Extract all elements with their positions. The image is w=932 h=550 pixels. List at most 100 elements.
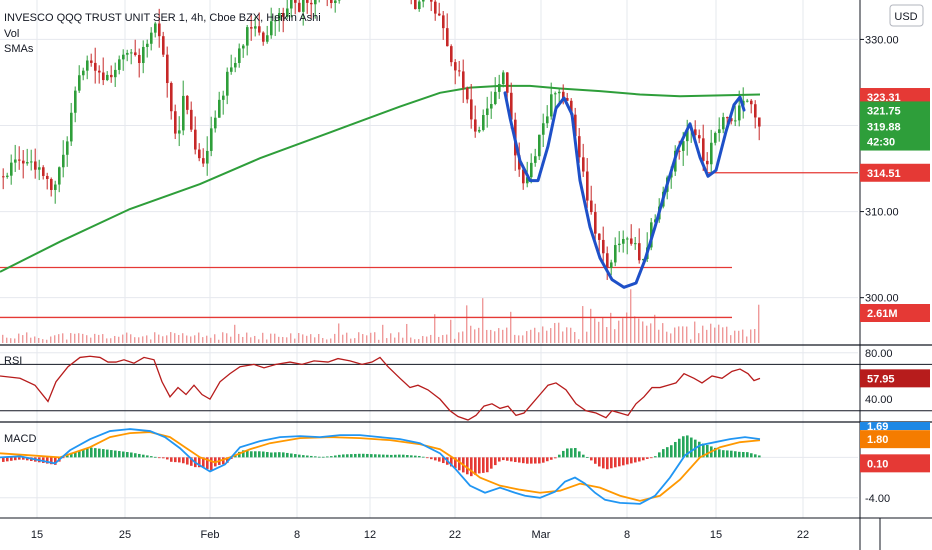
candle-body — [334, 0, 337, 4]
volume-bar — [714, 327, 716, 343]
volume-bar — [446, 334, 448, 343]
macd-hist-bar — [94, 448, 97, 458]
volume-bar — [214, 334, 216, 343]
candle-body — [66, 141, 69, 155]
candle-body — [166, 54, 169, 84]
rsi-line — [0, 355, 761, 421]
pattern-drawing[interactable] — [503, 91, 746, 289]
volume-bar — [426, 336, 428, 343]
macd-hist-bar — [22, 457, 25, 460]
macd-hist-bar — [342, 454, 345, 458]
horizontal-levels[interactable] — [0, 172, 858, 319]
volume-bar — [722, 327, 724, 343]
macd-hist-bar — [690, 437, 693, 458]
macd-hist-bar — [66, 455, 69, 458]
candle-body — [126, 52, 129, 55]
volume-bar — [326, 339, 328, 343]
time-axis[interactable]: 15 25 Feb 8 12 22 Mar 8 15 22 — [31, 529, 809, 541]
volume-bar — [90, 337, 92, 343]
candle-body — [294, 0, 297, 3]
macd-hist-bar — [406, 455, 409, 458]
candle-body — [246, 27, 249, 46]
macd-hist-bar — [646, 457, 649, 459]
volume-bar — [110, 338, 112, 343]
candle-body — [306, 0, 309, 3]
candle-body — [90, 60, 93, 63]
volume-bar — [286, 337, 288, 343]
volume-bar — [230, 336, 232, 343]
macd-hist-bar — [614, 457, 617, 468]
volume-bar — [246, 332, 248, 343]
volume-bar — [18, 333, 20, 343]
sma-line[interactable] — [0, 84, 761, 273]
badge-volume-text: 2.61M — [867, 308, 898, 320]
macd-hist-bar — [546, 457, 549, 462]
candle-body — [710, 142, 713, 165]
macd-label[interactable]: MACD — [4, 433, 36, 445]
candle-body — [622, 238, 625, 244]
candle-body — [254, 26, 257, 29]
candle-body — [6, 175, 9, 177]
volume-bar — [546, 330, 548, 343]
macd-hist-bar — [26, 457, 29, 461]
smas-label[interactable]: SMAs — [4, 43, 34, 55]
volume-bar — [270, 333, 272, 343]
price-tick-label: 300.00 — [865, 293, 899, 305]
candle-body — [190, 109, 193, 130]
candle-body — [298, 2, 301, 12]
volume-bar — [690, 339, 692, 343]
time-tick-label: Mar — [532, 529, 551, 541]
candle-body — [74, 90, 77, 113]
volume-bar — [678, 326, 680, 343]
candle-body — [614, 245, 617, 263]
macd-hist-bar — [630, 457, 633, 464]
volume-bar — [334, 333, 336, 343]
volume-bar — [358, 332, 360, 343]
candle-body — [498, 84, 501, 92]
volume-bar — [650, 323, 652, 343]
candle-body — [250, 27, 253, 29]
volume-bar — [494, 331, 496, 343]
macd-hist-bar — [234, 455, 237, 458]
macd-hist-bar — [158, 457, 161, 459]
volume-bar — [598, 321, 600, 343]
volume-bar — [566, 327, 568, 343]
macd-hist-bar — [414, 455, 417, 458]
macd-hist-bar — [254, 451, 257, 458]
volume-bar — [250, 337, 252, 343]
volume-bar — [158, 334, 160, 343]
rsi-label[interactable]: RSI — [4, 355, 22, 367]
macd-hist-bar — [338, 454, 341, 458]
candle-body — [30, 161, 33, 163]
candle-body — [550, 94, 553, 117]
volume-bar — [414, 339, 416, 343]
candle-body — [466, 87, 469, 100]
badge-rsi-bg — [860, 369, 930, 388]
macd-hist-bar — [498, 457, 501, 462]
legend: INVESCO QQQ TRUST UNIT SER 1, 4h, Cboe B… — [4, 12, 321, 445]
macd-hist-bar — [582, 454, 585, 458]
candle-body — [610, 262, 613, 268]
macd-hist-bar — [126, 452, 129, 458]
candle-body — [258, 26, 261, 33]
badge-last-text: 319.88 — [867, 122, 901, 134]
macd-hist-bar — [718, 449, 721, 458]
volume-bar — [202, 337, 204, 343]
candle-body — [474, 119, 477, 132]
volume-bar — [210, 337, 212, 343]
candle-body — [470, 99, 473, 120]
vol-label[interactable]: Vol — [4, 28, 19, 40]
macd-hist-bar — [426, 457, 429, 459]
macd-hist-bar — [514, 457, 517, 463]
macd-hist-bar — [114, 450, 117, 458]
candle-body — [226, 71, 229, 96]
volume-bar — [406, 323, 408, 343]
currency-button[interactable]: USD — [889, 4, 924, 27]
volume-bar — [698, 333, 700, 343]
macd-hist-bar — [402, 454, 405, 458]
volume-bar — [302, 334, 304, 343]
volume-bar — [534, 327, 536, 343]
symbol-title[interactable]: INVESCO QQQ TRUST UNIT SER 1, 4h, Cboe B… — [4, 12, 321, 24]
